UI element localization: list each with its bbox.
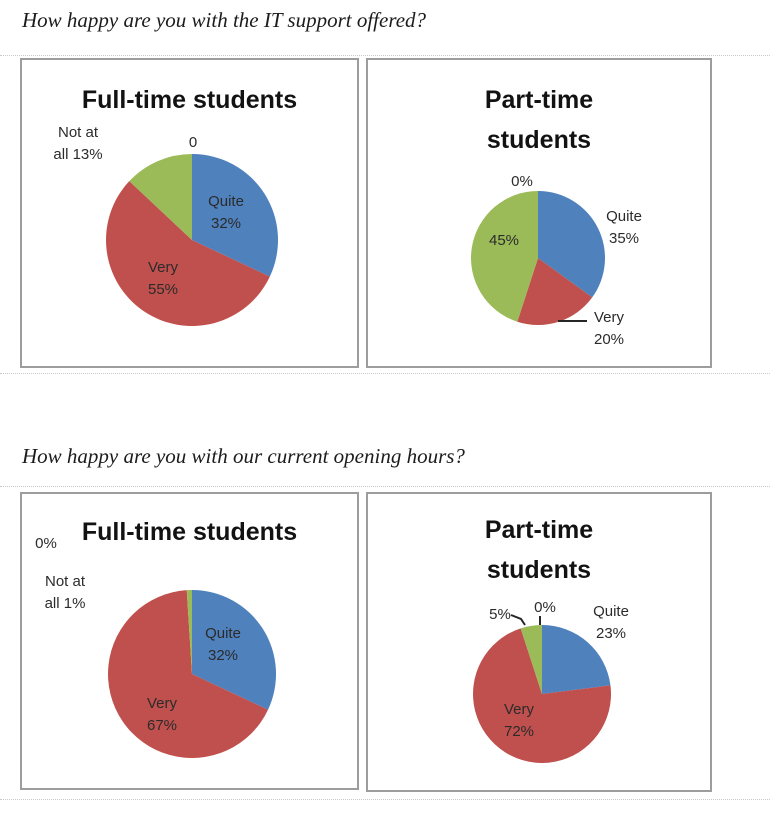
leader-line-very bbox=[558, 320, 587, 322]
chart-title: Full-time students bbox=[81, 86, 298, 114]
pie-chart bbox=[471, 191, 605, 325]
chart-title: Part-time students bbox=[484, 516, 594, 584]
label-zero-slice: 0% bbox=[35, 535, 57, 552]
chart-title: Part-time students bbox=[484, 86, 594, 154]
label-very: Very 55% bbox=[147, 259, 179, 298]
pie-chart bbox=[473, 625, 612, 764]
label-zero-slice: 0% bbox=[511, 173, 533, 190]
label-quite: Quite 35% bbox=[606, 208, 642, 247]
label-not-at-all: 45% bbox=[488, 232, 520, 249]
dotted-divider bbox=[0, 486, 770, 487]
dotted-divider bbox=[0, 55, 770, 56]
leader-line-five-percent bbox=[510, 614, 526, 626]
label-quite: Quite 23% bbox=[593, 603, 629, 642]
label-not-at-all: 5% bbox=[489, 606, 511, 623]
chart-parttime-it-support[interactable]: Part-time students 0% 45% Quite 35% Very… bbox=[366, 58, 712, 368]
label-very: Very 72% bbox=[503, 701, 535, 740]
question-heading-opening-hours: How happy are you with our current openi… bbox=[22, 444, 465, 468]
label-zero-slice: 0 bbox=[188, 134, 198, 151]
label-not-at-all: Not at all 1% bbox=[44, 573, 86, 612]
chart-parttime-opening-hours[interactable]: Part-time students 5% 0% Quite 23% Very … bbox=[366, 492, 712, 792]
label-quite: Quite 32% bbox=[205, 625, 241, 664]
chart-title: Full-time students bbox=[81, 518, 298, 546]
dotted-divider bbox=[0, 799, 770, 800]
label-not-at-all: Not at all 13% bbox=[53, 124, 103, 163]
pie-chart bbox=[106, 154, 279, 326]
label-very: Very 67% bbox=[146, 695, 178, 734]
leader-line-zero bbox=[539, 616, 541, 625]
question-heading-it-support: How happy are you with the IT support of… bbox=[22, 8, 427, 32]
label-quite: Quite 32% bbox=[208, 193, 244, 232]
chart-fulltime-it-support[interactable]: Full-time students 0 Not at all 13% Quit… bbox=[20, 58, 359, 368]
label-zero-slice: 0% bbox=[534, 599, 556, 616]
pie-chart bbox=[108, 590, 277, 759]
dotted-divider bbox=[0, 373, 770, 374]
chart-fulltime-opening-hours[interactable]: Full-time students 0% Not at all 1% Quit… bbox=[20, 492, 359, 790]
label-very: Very 20% bbox=[593, 309, 625, 348]
